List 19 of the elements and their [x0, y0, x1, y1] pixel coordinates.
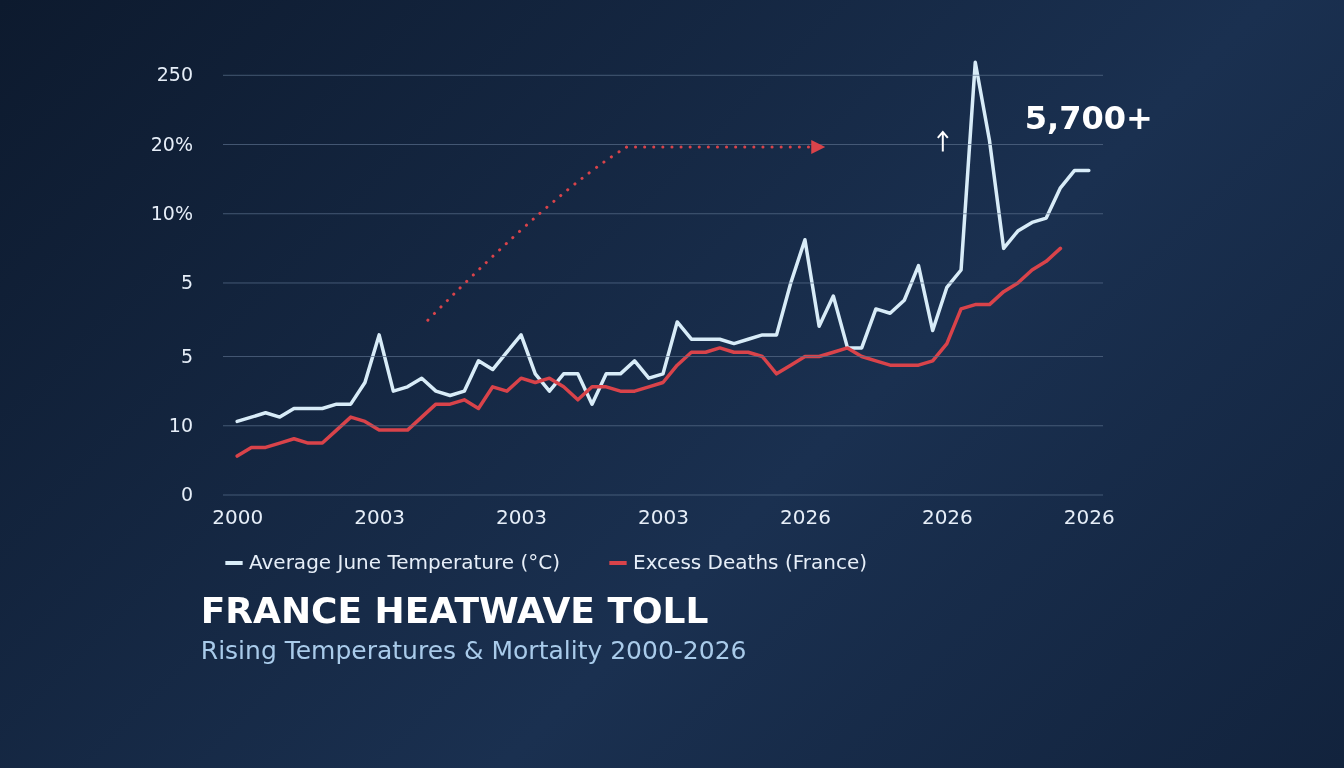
text: 0 [180, 483, 193, 505]
x-tick-label: 2003 [496, 504, 548, 529]
text: 20% [150, 132, 193, 155]
annotation: 5,700+ [1024, 99, 1153, 138]
text: 5 [180, 270, 193, 293]
legend-label: Average June Temperature (°C) [249, 550, 561, 574]
text: 5 [180, 344, 193, 367]
legend-label: Excess Deaths (France) [633, 550, 867, 574]
x-tick-label: 2003 [638, 504, 689, 529]
x-tick-label: 2003 [354, 504, 406, 529]
text: 250 [156, 63, 193, 86]
text: Rising Temperatures & Mortality 2000-2026 [200, 636, 747, 665]
x-tick-label: 2026 [1063, 504, 1115, 529]
text: FRANCE HEATWAVE TOLL [200, 590, 709, 631]
text: 10 [168, 413, 193, 436]
text: 10% [150, 201, 193, 224]
x-tick-label: 2000 [212, 504, 264, 529]
x-tick-label: 2026 [779, 504, 831, 529]
x-tick-label: 2026 [921, 504, 973, 529]
